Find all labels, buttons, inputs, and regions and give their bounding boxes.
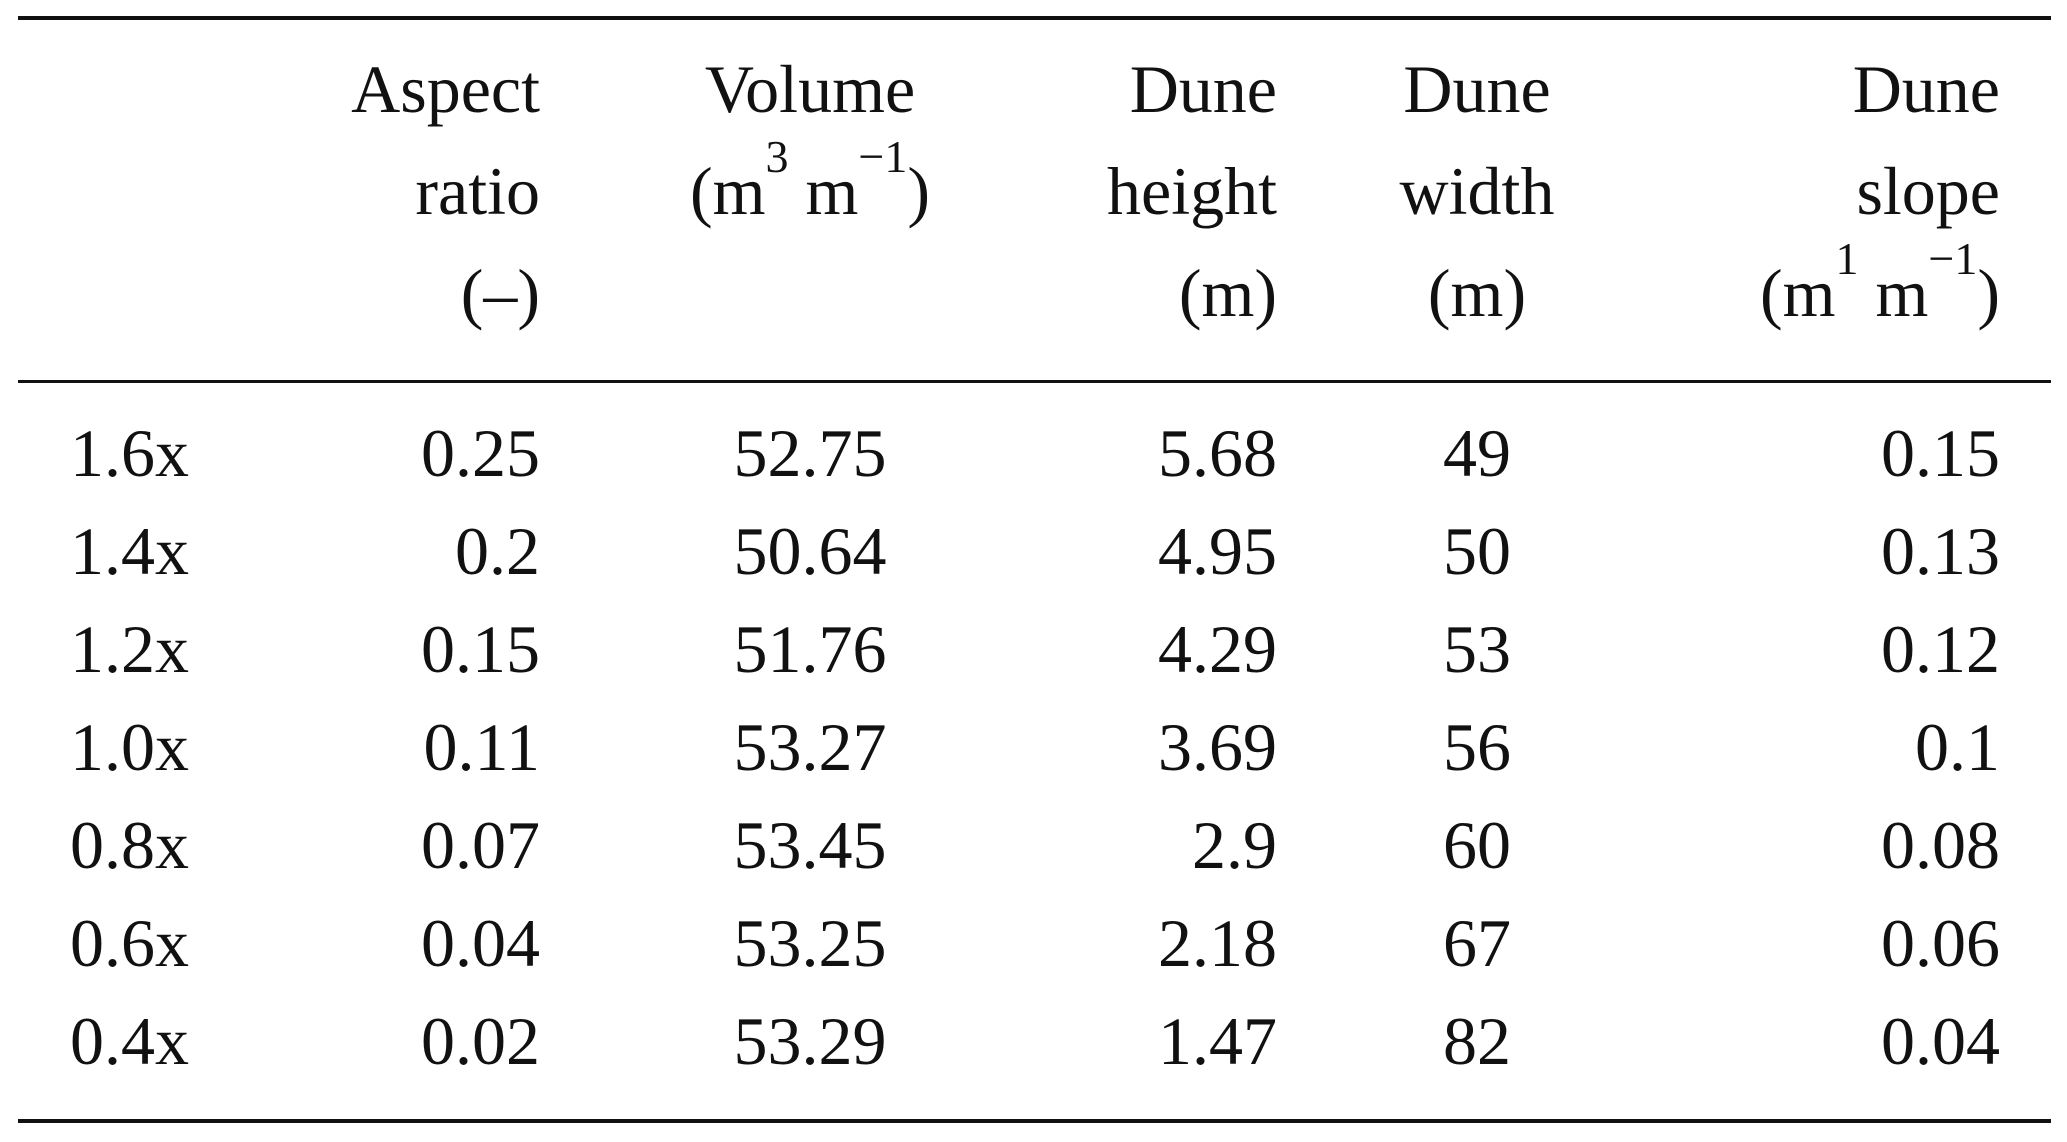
cell-dune-slope: 0.1	[1915, 709, 2000, 785]
table-row: 0.8x 0.07 53.45 2.9 60 0.08	[0, 796, 2067, 894]
cell-aspect-ratio: 0.11	[423, 709, 540, 785]
cell-dune-slope: 0.04	[1881, 1003, 2000, 1079]
cell-volume: 50.64	[733, 513, 887, 589]
cell-aspect-ratio: 0.02	[421, 1003, 540, 1079]
header-volume-line1: Volume	[704, 51, 916, 127]
cell-dune-height: 2.18	[1158, 905, 1277, 981]
cell-dune-width: 50	[1443, 513, 1511, 589]
cell-case: 1.0x	[70, 709, 189, 785]
cell-volume: 52.75	[733, 415, 887, 491]
header-width-line1: Dune	[1403, 51, 1551, 127]
cell-case: 0.8x	[70, 807, 189, 883]
cell-dune-slope: 0.15	[1881, 415, 2000, 491]
cell-dune-width: 49	[1443, 415, 1511, 491]
cell-case: 1.6x	[70, 415, 189, 491]
cell-dune-height: 2.9	[1192, 807, 1277, 883]
table-row: 1.2x 0.15 51.76 4.29 53 0.12	[0, 600, 2067, 698]
table-top-rule	[18, 16, 2051, 20]
table-bottom-rule	[18, 1119, 2051, 1123]
cell-case: 0.4x	[70, 1003, 189, 1079]
cell-volume: 53.45	[733, 807, 887, 883]
header-dune-height: Dune height (m)	[1107, 38, 1277, 344]
cell-dune-width: 67	[1443, 905, 1511, 981]
header-aspect-line2: ratio	[415, 153, 540, 229]
table-row: 0.6x 0.04 53.25 2.18 67 0.06	[0, 894, 2067, 992]
header-height-line1: Dune	[1129, 51, 1277, 127]
header-dune-width: Dune width (m)	[1382, 38, 1572, 344]
cell-aspect-ratio: 0.07	[421, 807, 540, 883]
header-aspect-ratio: Aspect ratio (–)	[351, 38, 540, 344]
cell-dune-height: 4.95	[1158, 513, 1277, 589]
cell-aspect-ratio: 0.15	[421, 611, 540, 687]
table-row: 1.0x 0.11 53.27 3.69 56 0.1	[0, 698, 2067, 796]
table-row: 1.4x 0.2 50.64 4.95 50 0.13	[0, 502, 2067, 600]
cell-dune-height: 4.29	[1158, 611, 1277, 687]
cell-dune-height: 5.68	[1158, 415, 1277, 491]
header-width-line2: width	[1399, 153, 1555, 229]
header-height-unit: (m)	[1178, 255, 1277, 331]
cell-volume: 53.27	[733, 709, 887, 785]
table-row: 0.4x 0.02 53.29 1.47 82 0.04	[0, 992, 2067, 1090]
cell-case: 1.4x	[70, 513, 189, 589]
cell-volume: 53.25	[733, 905, 887, 981]
cell-case: 1.2x	[70, 611, 189, 687]
header-volume: Volume (m3 m−1)	[652, 38, 968, 242]
header-slope-line1: Dune	[1852, 51, 2000, 127]
header-slope-unit: (m1 m−1)	[1759, 233, 2000, 332]
cell-dune-slope: 0.13	[1881, 513, 2000, 589]
cell-case: 0.6x	[70, 905, 189, 981]
cell-dune-width: 82	[1443, 1003, 1511, 1079]
cell-aspect-ratio: 0.04	[421, 905, 540, 981]
table-row: 1.6x 0.25 52.75 5.68 49 0.15	[0, 404, 2067, 502]
cell-dune-slope: 0.12	[1881, 611, 2000, 687]
header-height-line2: height	[1107, 153, 1277, 229]
header-width-unit: (m)	[1427, 255, 1527, 331]
cell-volume: 51.76	[733, 611, 887, 687]
cell-dune-width: 53	[1443, 611, 1511, 687]
cell-aspect-ratio: 0.2	[455, 513, 540, 589]
cell-dune-width: 56	[1443, 709, 1511, 785]
header-volume-unit: (m3 m−1)	[689, 131, 931, 230]
cell-volume: 53.29	[733, 1003, 887, 1079]
cell-dune-height: 3.69	[1158, 709, 1277, 785]
cell-dune-slope: 0.06	[1881, 905, 2000, 981]
table-header-rule	[18, 380, 2051, 383]
header-aspect-unit: (–)	[460, 255, 540, 331]
header-dune-slope: Dune slope (m1 m−1)	[1760, 38, 2000, 344]
cell-aspect-ratio: 0.25	[421, 415, 540, 491]
header-aspect-line1: Aspect	[351, 51, 540, 127]
cell-dune-width: 60	[1443, 807, 1511, 883]
cell-dune-slope: 0.08	[1881, 807, 2000, 883]
header-slope-line2: slope	[1856, 153, 2000, 229]
cell-dune-height: 1.47	[1158, 1003, 1277, 1079]
